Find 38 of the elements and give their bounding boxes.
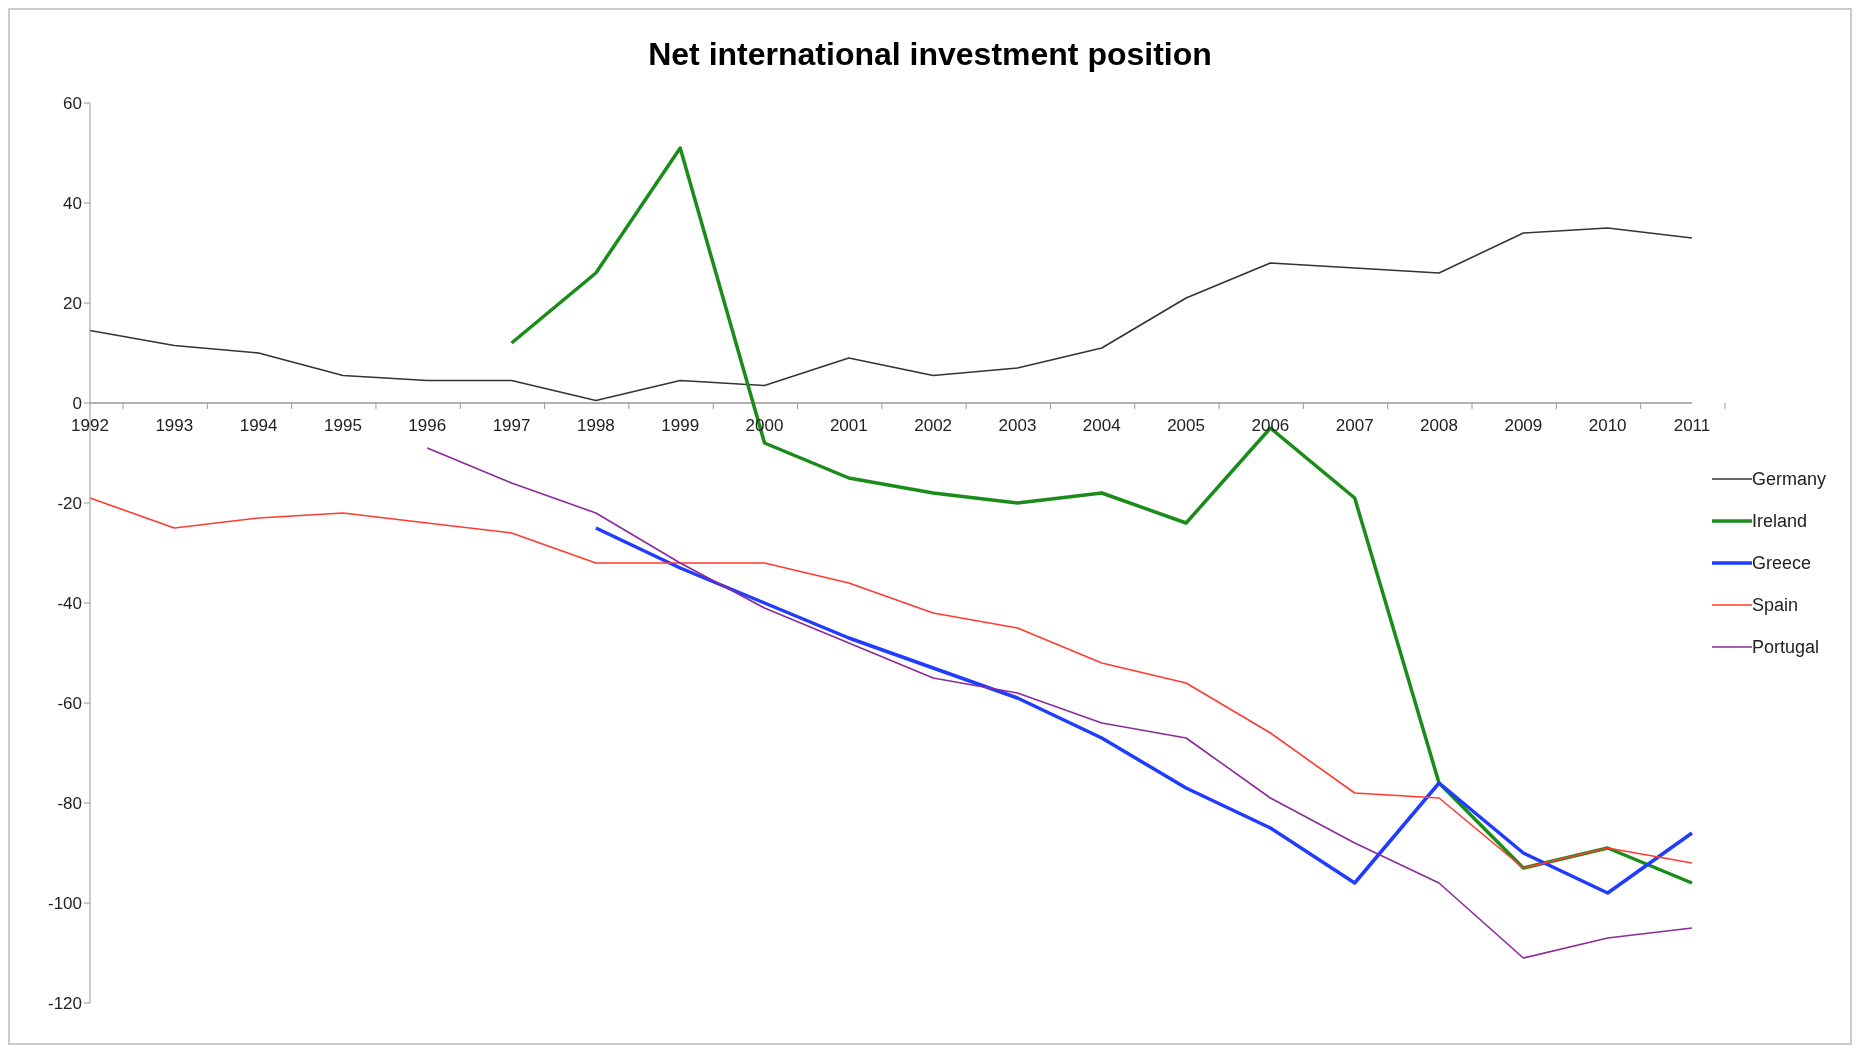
x-tick-label: 2008	[1420, 416, 1458, 435]
x-tick-label: 1993	[155, 416, 194, 435]
x-tick-label: 2007	[1335, 416, 1374, 435]
y-tick-label: 20	[63, 294, 82, 314]
legend-label: Portugal	[1751, 636, 1820, 658]
legend-label: Germany	[1751, 468, 1826, 490]
x-tick-label: 1999	[661, 416, 700, 435]
y-tick-label: -80	[57, 794, 82, 814]
chart-title: Net international investment position	[647, 35, 1213, 74]
line-series	[89, 497, 1693, 869]
x-tick-label: 1996	[408, 416, 447, 435]
line-series	[426, 447, 1693, 959]
y-tick-label: -40	[57, 594, 82, 614]
x-tick-label: 1992	[71, 416, 109, 435]
x-tick-label: 1994	[239, 416, 278, 435]
x-tick-label: 2011	[1673, 416, 1711, 435]
x-tick-label: 2010	[1588, 416, 1627, 435]
legend-label: Ireland	[1751, 510, 1808, 532]
y-tick-label: 0	[72, 394, 82, 414]
x-tick-label: 2009	[1504, 416, 1543, 435]
x-tick-label: 2005	[1167, 416, 1205, 435]
y-tick-label: -20	[57, 494, 82, 514]
y-tick-label: 40	[63, 194, 82, 214]
x-tick-label: 2006	[1251, 416, 1290, 435]
legend-label: Greece	[1751, 552, 1811, 574]
y-tick-label: -60	[57, 694, 82, 714]
x-tick-label: 1997	[492, 416, 531, 435]
x-tick-label: 1995	[324, 416, 362, 435]
x-tick-label: 2001	[829, 416, 868, 435]
y-tick-label: -120	[47, 994, 82, 1014]
legend-label: Spain	[1751, 594, 1799, 616]
x-tick-label: 1998	[576, 416, 615, 435]
x-tick-label: 2004	[1082, 416, 1121, 435]
line-series	[594, 526, 1694, 895]
x-tick-label: 2002	[914, 416, 953, 435]
y-tick-label: -100	[47, 894, 82, 914]
x-tick-label: 2003	[998, 416, 1037, 435]
y-tick-label: 60	[63, 94, 82, 114]
